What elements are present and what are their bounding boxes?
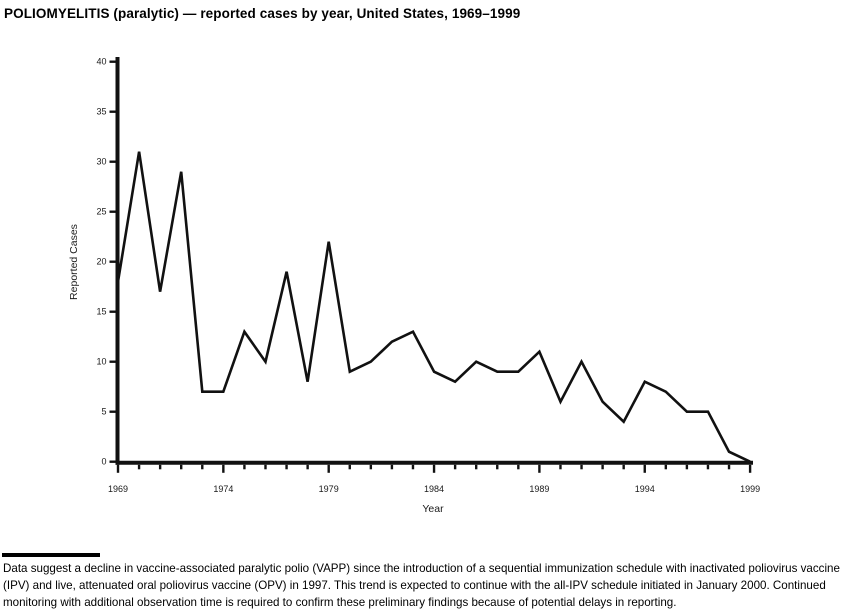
y-tick-label: 35: [96, 107, 106, 117]
y-tick-label: 25: [96, 207, 106, 217]
footnote-text: Data suggest a decline in vaccine-associ…: [3, 562, 840, 609]
chart-title: POLIOMYELITIS (paralytic) — reported cas…: [4, 6, 521, 21]
line-chart: 0 5 10 15 20 25 30 35 40 1969 1974 1979 1984 1989 1994…: [68, 57, 760, 515]
x-tick-label: 1979: [319, 484, 339, 494]
series-line: [116, 151, 751, 463]
x-tick-label: 1999: [740, 484, 760, 494]
y-tick-label: 30: [96, 157, 106, 167]
y-tick-label: 15: [96, 307, 106, 317]
y-tick-label: 5: [101, 407, 106, 417]
data-series: [116, 151, 751, 463]
x-tick-label: 1994: [635, 484, 655, 494]
y-tick-label: 20: [96, 257, 106, 267]
y-tick-label: 0: [101, 457, 106, 467]
x-tick-label: 1989: [529, 484, 549, 494]
x-tick-label: 1969: [108, 484, 128, 494]
x-tick-label: 1974: [213, 484, 233, 494]
footnote-rule: [2, 553, 100, 557]
y-axis-title: Reported Cases: [68, 224, 80, 300]
x-tick-label: 1984: [424, 484, 444, 494]
x-axis-title: Year: [422, 503, 444, 515]
axes: 0 5 10 15 20 25 30 35 40 1969 1974 1979 1984 1989 1994…: [96, 57, 760, 494]
y-tick-label: 10: [96, 357, 106, 367]
axis-titles: Reported Cases Year: [68, 224, 444, 515]
y-tick-label: 40: [96, 57, 106, 67]
